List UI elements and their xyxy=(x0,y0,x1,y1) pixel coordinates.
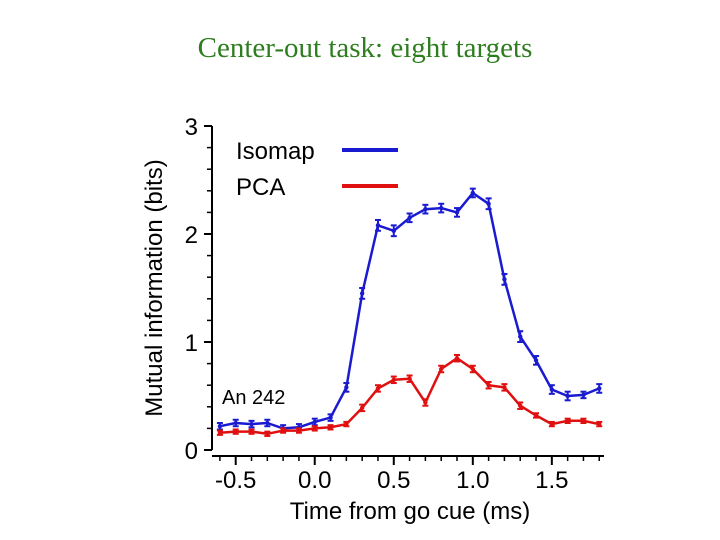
pca-point xyxy=(438,366,444,372)
y-tick-label: 3 xyxy=(185,114,198,141)
isomap-point xyxy=(344,385,349,390)
pca-point xyxy=(280,428,286,433)
pca-point xyxy=(423,400,428,405)
x-tick-label: 0.0 xyxy=(298,467,331,494)
isomap-point xyxy=(423,206,428,212)
y-tick-label: 1 xyxy=(185,330,198,357)
slide-title: Center-out task: eight targets xyxy=(197,32,533,64)
pca-point xyxy=(217,430,223,435)
pca-point xyxy=(375,386,381,391)
y-tick-label: 0 xyxy=(185,438,198,465)
pca-point xyxy=(265,431,270,436)
legend-label-isomap: Isomap xyxy=(236,138,315,165)
series-layer xyxy=(216,187,603,437)
pca-point xyxy=(312,426,317,431)
isomap-point xyxy=(265,420,270,426)
x-tick-label: -0.5 xyxy=(215,467,256,494)
pca-point xyxy=(407,376,412,381)
isomap-point xyxy=(375,223,381,228)
pca-point xyxy=(549,421,555,427)
pca-point xyxy=(249,429,254,434)
legend: Isomap PCA xyxy=(236,138,398,201)
pca-point xyxy=(597,421,602,427)
y-axis-label: Mutual information (bits) xyxy=(141,159,168,416)
pca-point xyxy=(391,377,396,382)
y-tick-label: 2 xyxy=(185,222,198,249)
pca-point xyxy=(502,385,507,390)
chart-annotation: An 242 xyxy=(222,387,285,409)
pca-point xyxy=(296,428,302,433)
isomap-point xyxy=(597,386,602,391)
isomap-point xyxy=(565,393,570,399)
x-tick-label: 0.5 xyxy=(377,467,410,494)
pca-point xyxy=(233,429,238,434)
isomap-point xyxy=(249,421,254,427)
isomap-point xyxy=(407,215,412,220)
isomap-point xyxy=(549,387,555,392)
isomap-point xyxy=(438,205,444,211)
pca-point xyxy=(533,413,539,418)
isomap-point xyxy=(328,415,333,420)
isomap-point xyxy=(359,291,365,296)
x-axis-label: Time from go cue (ms) xyxy=(290,498,530,525)
pca-point xyxy=(359,405,365,411)
pca-point xyxy=(486,383,491,388)
isomap-point xyxy=(454,210,460,215)
pca-point xyxy=(328,425,333,430)
legend-label-pca: PCA xyxy=(236,174,285,201)
series-isomap xyxy=(216,187,603,433)
isomap-point xyxy=(233,420,238,426)
x-axis: -0.5 0.0 0.5 1.0 1.5 xyxy=(212,455,604,494)
isomap-point xyxy=(533,358,539,363)
x-tick-label: 1.5 xyxy=(535,467,568,494)
isomap-point xyxy=(391,228,396,233)
isomap-point xyxy=(486,201,491,206)
isomap-point xyxy=(217,424,223,429)
isomap-point xyxy=(312,419,317,425)
pca-point xyxy=(454,356,460,361)
isomap-point xyxy=(470,190,476,196)
pca-point xyxy=(581,418,586,424)
pca-point xyxy=(518,403,523,408)
pca-point xyxy=(344,421,349,427)
isomap-point xyxy=(502,277,507,282)
pca-point xyxy=(565,418,570,424)
pca-point xyxy=(470,366,476,372)
x-tick-label: 1.0 xyxy=(456,467,489,494)
isomap-point xyxy=(581,392,586,398)
y-axis: 0 1 2 3 xyxy=(185,114,213,465)
isomap-point xyxy=(518,334,523,339)
series-pca xyxy=(216,353,603,437)
